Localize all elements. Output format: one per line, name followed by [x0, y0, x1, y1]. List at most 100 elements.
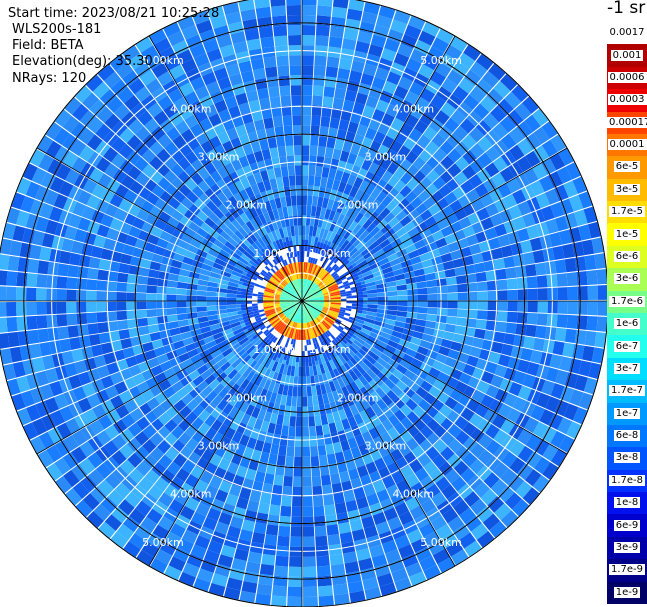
ray-gate — [509, 144, 525, 161]
echo-ring — [280, 267, 288, 277]
ray-gate — [370, 34, 387, 48]
ray-gate — [123, 541, 141, 558]
ray-gate — [57, 263, 69, 277]
ray-gate — [462, 421, 477, 437]
ray-gate — [204, 162, 217, 175]
ray-gate — [447, 516, 465, 532]
ray-gate — [312, 95, 323, 107]
ray-gate — [268, 86, 280, 98]
ray-gate — [542, 443, 559, 462]
ray-gate — [254, 204, 263, 216]
ray-gate — [337, 354, 347, 365]
ray-gate — [115, 184, 129, 199]
ray-gate — [239, 590, 256, 604]
ray-gate — [260, 170, 270, 182]
ray-gate — [331, 573, 347, 586]
ray-gate — [427, 286, 438, 294]
echo-core — [292, 280, 302, 301]
ray-gate — [302, 15, 316, 26]
ray-gate — [119, 127, 135, 144]
echo-ring — [312, 264, 318, 275]
ray-gate — [541, 380, 555, 396]
ray-gate — [198, 422, 211, 436]
ray-gate — [272, 187, 280, 199]
ray-gate — [460, 407, 475, 422]
ray-gate — [103, 440, 119, 456]
ray-gate — [369, 262, 381, 270]
echo-core — [302, 301, 324, 306]
ray-gate — [80, 424, 96, 441]
ray-gate — [307, 195, 313, 206]
ray-gate — [272, 208, 280, 220]
ray-gate — [448, 438, 463, 454]
ray-gate — [297, 256, 300, 263]
ray-gate — [86, 511, 104, 529]
ray-gate — [239, 212, 250, 224]
ray-gate — [67, 325, 79, 338]
ray-gate — [323, 157, 332, 169]
ray-gate — [333, 274, 340, 280]
ray-gate — [139, 258, 152, 269]
ray-gate — [171, 439, 186, 454]
echo-ring — [271, 275, 281, 283]
ray-gate — [532, 474, 550, 493]
ray-gate — [223, 332, 235, 340]
ray-gate — [386, 286, 398, 292]
ray-gate — [332, 411, 341, 423]
ray-gate — [204, 484, 219, 499]
ray-gate — [473, 262, 486, 273]
ray-gate — [186, 191, 199, 204]
ray-gate — [281, 105, 292, 117]
ray-gate — [475, 120, 492, 136]
ray-gate — [363, 342, 374, 352]
ray-gate — [282, 364, 289, 376]
ray-gate — [330, 158, 340, 170]
ray-gate — [397, 295, 408, 301]
colorbar-label: 6e-5 — [607, 161, 647, 173]
echo-core — [302, 282, 316, 301]
colorbar-label: 0.0006 — [607, 71, 647, 84]
ray-gate — [453, 460, 469, 476]
ray-gate — [310, 125, 320, 137]
ray-gate — [122, 70, 139, 87]
ray-gate — [125, 235, 138, 247]
ray-gate — [463, 44, 481, 61]
ray-gate — [329, 189, 338, 201]
ray-gate — [164, 531, 182, 547]
ray-gate — [175, 346, 188, 357]
ray-gate — [104, 163, 119, 178]
ray-gate — [344, 427, 355, 440]
ray-gate — [411, 445, 426, 460]
ray-gate — [394, 320, 406, 328]
colorbar-label-text: 3e-8 — [613, 452, 641, 464]
ray-gate — [214, 521, 230, 535]
ray-gate — [526, 196, 541, 213]
ray-gate — [313, 185, 320, 197]
ray-gate — [244, 186, 255, 198]
ray-gate — [510, 345, 523, 359]
colorbar-label-text: 0.00017 — [607, 116, 647, 128]
ray-gate — [32, 418, 48, 436]
ray-gate — [213, 67, 229, 81]
ray-gate — [476, 168, 491, 183]
ray-gate — [542, 247, 555, 262]
ray-gate — [415, 319, 427, 327]
ray-gate — [340, 352, 350, 363]
ray-gate — [223, 391, 234, 403]
ray-gate — [289, 65, 302, 76]
ray-gate — [187, 277, 199, 285]
ray-gate — [189, 43, 206, 59]
ray-gate — [529, 237, 543, 252]
echo-ring — [324, 276, 334, 284]
ray-gate — [256, 181, 266, 193]
ray-gate — [121, 413, 136, 428]
ray-gate — [188, 271, 200, 280]
echo-core — [302, 282, 316, 301]
ray-gate — [110, 137, 127, 153]
ray-gate — [206, 200, 218, 213]
ray-gate — [165, 242, 178, 253]
ray-gate — [493, 258, 506, 270]
ray-gate — [419, 162, 433, 177]
ray-gate — [336, 327, 343, 333]
ray-gate — [25, 213, 40, 230]
